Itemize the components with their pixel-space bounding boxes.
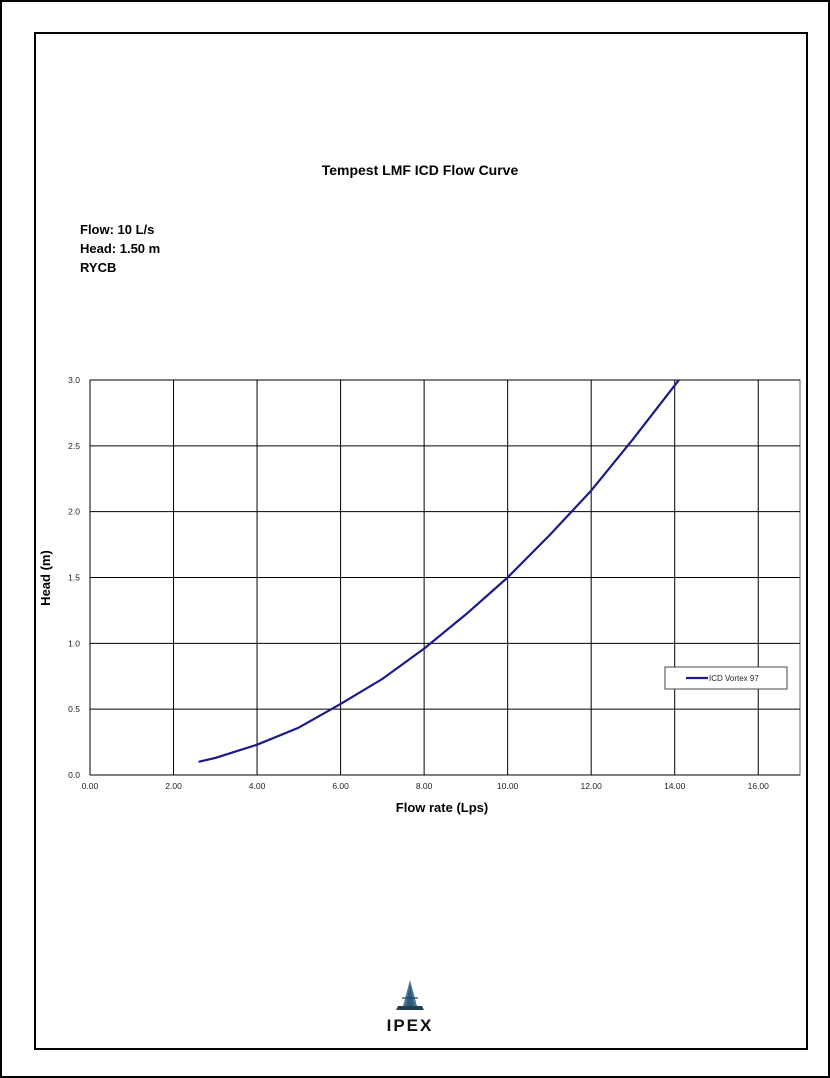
x-tick-label: 8.00 [416, 781, 433, 791]
legend-label: ICD Vortex 97 [709, 674, 759, 683]
x-tick-label: 6.00 [332, 781, 349, 791]
x-tick-label: 2.00 [165, 781, 182, 791]
x-tick-label: 12.00 [581, 781, 603, 791]
grid-layer [89, 379, 801, 776]
legend-box [664, 666, 788, 690]
reference-info: RYCB [80, 260, 117, 275]
y-tick-label: 0.5 [68, 704, 80, 714]
ipex-logo: IPEX [360, 978, 460, 1038]
chart-title: Tempest LMF ICD Flow Curve [321, 162, 519, 178]
y-tick-label: 1.0 [68, 638, 80, 648]
y-tick-label: 3.0 [68, 375, 80, 385]
x-tick-label: 14.00 [664, 781, 686, 791]
series-line-icd-vortex-97 [198, 379, 680, 763]
head-info: Head: 1.50 m [80, 241, 161, 256]
x-tick-label: 4.00 [249, 781, 266, 791]
y-tick-label: 1.5 [68, 573, 80, 583]
x-axis-label: Flow rate (Lps) [396, 800, 488, 815]
y-tick-label: 0.0 [68, 770, 80, 780]
x-tick-label: 10.00 [497, 781, 519, 791]
y-axis-label: Head (m) [38, 550, 53, 606]
logo-text: IPEX [387, 1016, 434, 1035]
ipex-logo-icon: IPEX [387, 980, 434, 1035]
tick-layer: 0.00 2.00 4.00 6.00 8.00 10.00 12.00 14.00 16.00… [68, 375, 769, 791]
legend: ICD Vortex 97 [664, 666, 788, 690]
y-tick-label: 2.5 [68, 441, 80, 451]
x-tick-label: 16.00 [748, 781, 770, 791]
y-tick-label: 2.0 [68, 507, 80, 517]
flow-info: Flow: 10 L/s [80, 222, 155, 237]
x-tick-label: 0.00 [82, 781, 99, 791]
page-inner-border [34, 32, 808, 1050]
